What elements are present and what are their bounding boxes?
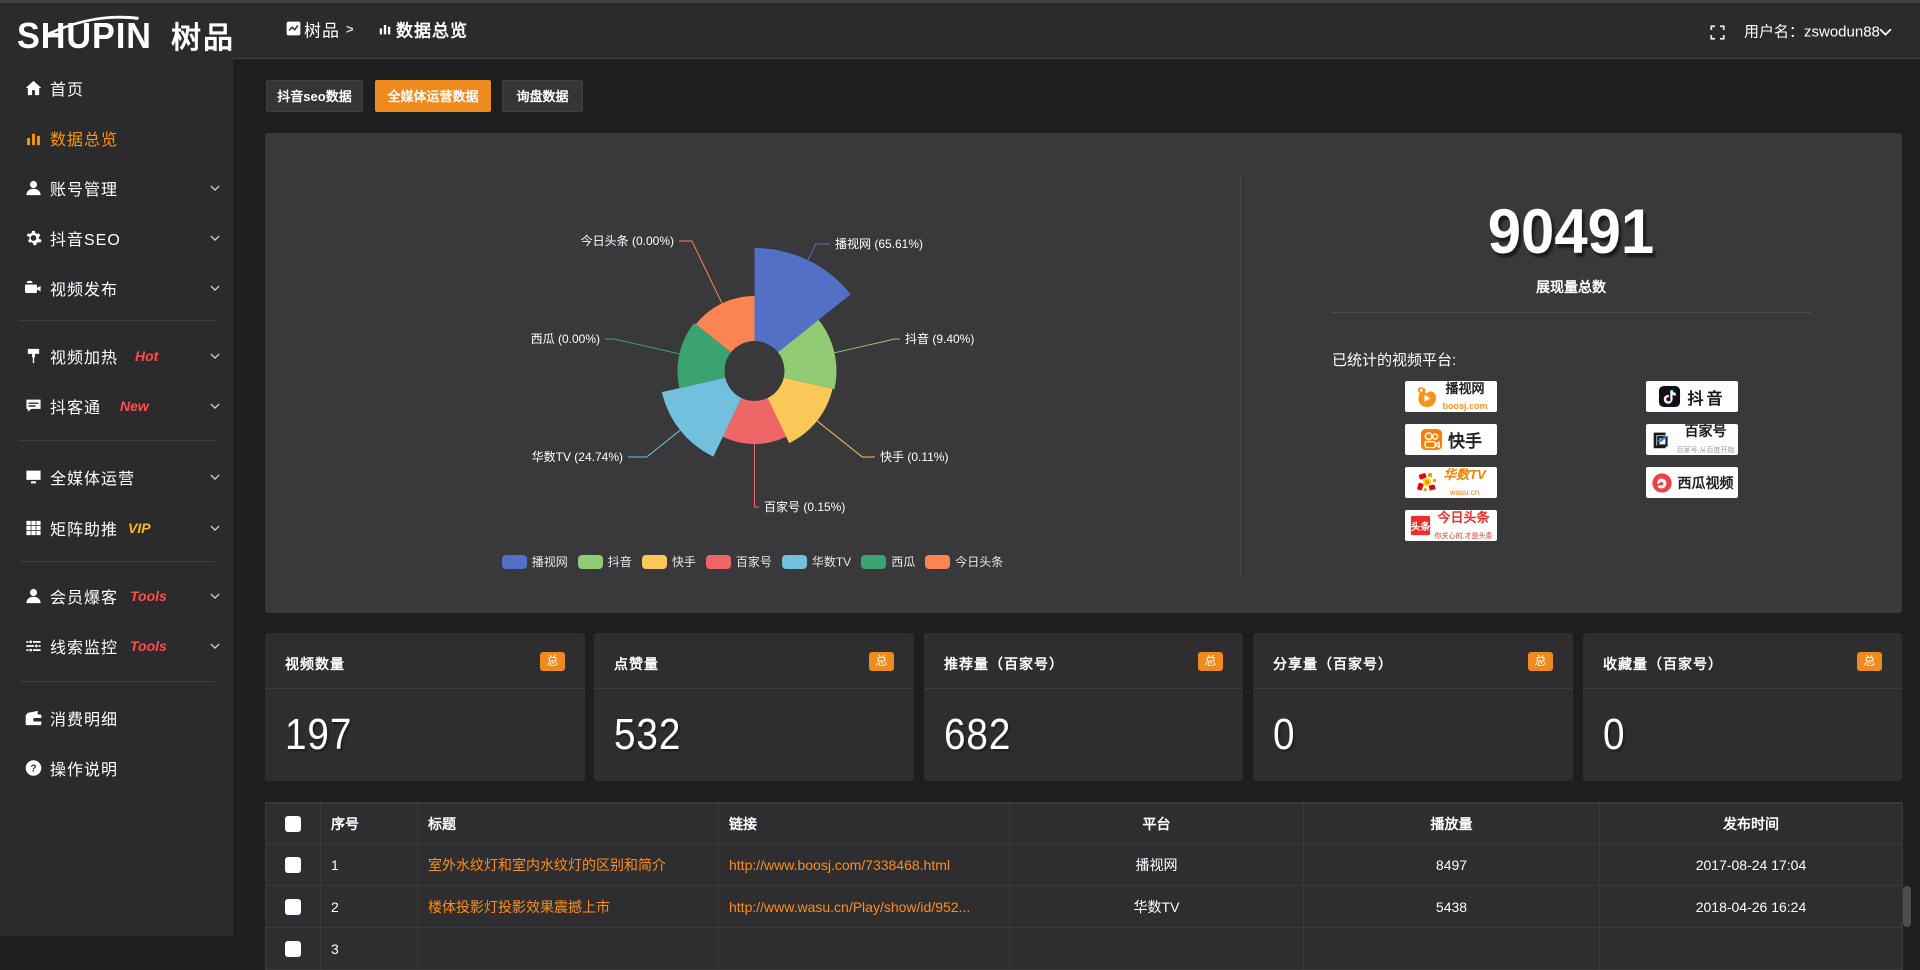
svg-text:抖音 (9.40%): 抖音 (9.40%) (905, 331, 974, 346)
svg-text:西瓜 (0.00%): 西瓜 (0.00%) (531, 332, 600, 346)
svg-text:播视网 (65.61%): 播视网 (65.61%) (835, 236, 923, 251)
svg-text:华数TV (24.74%): 华数TV (24.74%) (532, 449, 623, 464)
svg-text:树品: 树品 (171, 22, 235, 52)
svg-text:头条: 头条 (1410, 521, 1430, 533)
svg-text:SHUPIN: SHUPIN (17, 16, 152, 52)
svg-text:今日头条 (0.00%): 今日头条 (0.00%) (581, 233, 674, 248)
svg-text:?: ? (30, 764, 36, 775)
svg-text:快手 (0.11%): 快手 (0.11%) (880, 450, 948, 464)
svg-text:百家号 (0.15%): 百家号 (0.15%) (764, 499, 845, 514)
